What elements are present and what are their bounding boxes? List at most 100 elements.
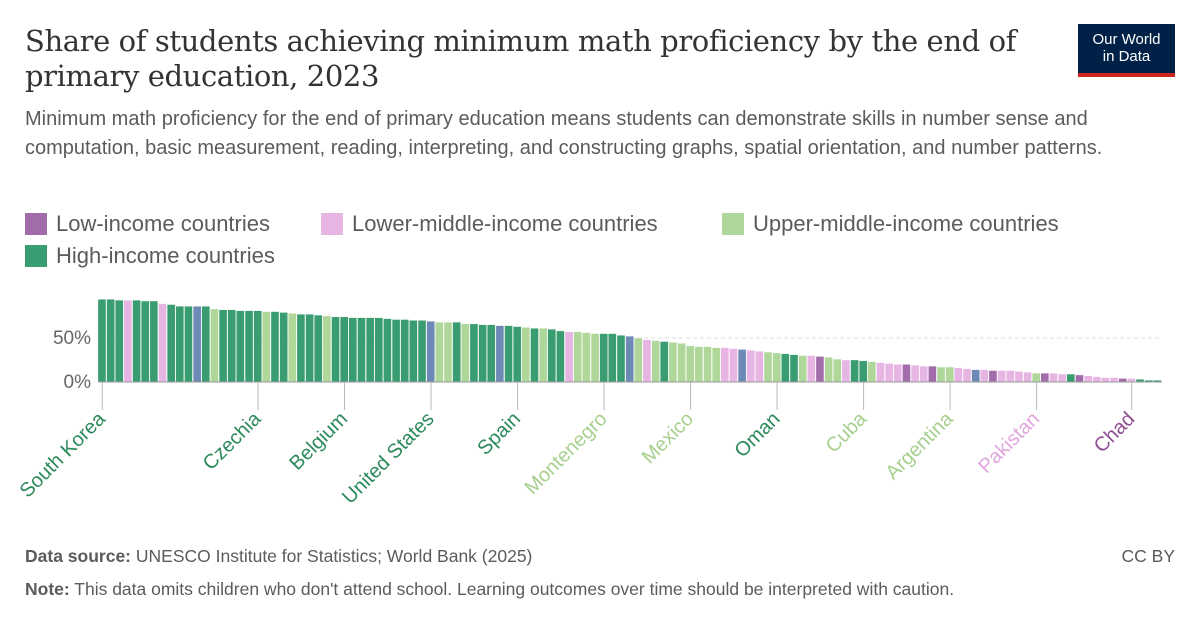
bar bbox=[910, 365, 920, 383]
bar bbox=[452, 322, 461, 383]
bar bbox=[885, 363, 894, 383]
bar bbox=[1092, 376, 1101, 383]
x-tick-label: Belgium bbox=[285, 408, 352, 475]
legend-label-high-income: High-income countries bbox=[56, 243, 275, 268]
x-tick-label: Czechia bbox=[199, 407, 266, 474]
bar bbox=[988, 370, 998, 383]
bar bbox=[625, 336, 634, 383]
bar bbox=[322, 315, 332, 383]
bar bbox=[945, 366, 954, 383]
bar bbox=[495, 325, 505, 383]
bar bbox=[236, 310, 245, 383]
bar bbox=[798, 355, 807, 383]
bar bbox=[296, 314, 306, 383]
bar bbox=[608, 333, 617, 383]
bar bbox=[175, 306, 184, 383]
bar bbox=[1101, 377, 1110, 383]
legend-item-lower-middle-income[interactable]: Lower-middle-income countries bbox=[321, 211, 658, 237]
legend-item-upper-middle-income[interactable]: Upper-middle-income countries bbox=[722, 211, 1059, 237]
bar bbox=[582, 332, 591, 383]
bar bbox=[919, 366, 928, 383]
bar bbox=[971, 369, 980, 383]
bar bbox=[391, 319, 401, 383]
bar bbox=[590, 333, 600, 383]
bar bbox=[383, 318, 392, 383]
bar bbox=[184, 306, 193, 383]
bar bbox=[763, 351, 773, 383]
bar bbox=[824, 357, 833, 383]
bar bbox=[149, 300, 158, 383]
bar bbox=[712, 347, 721, 383]
license-link[interactable]: CC BY bbox=[1121, 546, 1175, 566]
legend-swatch-upper-middle-income bbox=[722, 213, 744, 235]
bar bbox=[409, 320, 418, 383]
bar bbox=[374, 317, 383, 383]
bar bbox=[737, 349, 747, 383]
bar bbox=[850, 359, 859, 383]
legend-swatch-lower-middle-income bbox=[321, 213, 343, 235]
bar bbox=[270, 311, 280, 383]
bar bbox=[660, 341, 669, 383]
bar bbox=[781, 353, 790, 383]
bar bbox=[997, 370, 1006, 383]
x-tick-label: Cuba bbox=[822, 407, 872, 457]
bar bbox=[521, 327, 530, 383]
bar bbox=[141, 300, 150, 383]
bar bbox=[305, 314, 314, 383]
data-source-label: Data source: bbox=[25, 546, 132, 566]
bar bbox=[469, 323, 479, 383]
bar bbox=[634, 337, 643, 383]
bar bbox=[1040, 373, 1049, 383]
bar bbox=[573, 331, 582, 383]
y-tick-label: 0% bbox=[64, 372, 92, 393]
owid-logo[interactable]: Our World in Data bbox=[1078, 24, 1175, 77]
note-label: Note: bbox=[25, 579, 70, 599]
bar bbox=[1058, 373, 1067, 383]
bar bbox=[755, 351, 764, 383]
bar bbox=[132, 300, 141, 383]
data-source-text: UNESCO Institute for Statistics; World B… bbox=[135, 546, 533, 566]
logo-line-1: Our World bbox=[1092, 31, 1161, 48]
bar bbox=[677, 343, 686, 383]
bar bbox=[746, 350, 755, 383]
logo-line-2: in Data bbox=[1102, 48, 1151, 65]
bar bbox=[357, 317, 366, 383]
bar bbox=[954, 367, 963, 383]
bar bbox=[599, 333, 608, 383]
bar bbox=[115, 300, 124, 383]
bar bbox=[167, 304, 176, 383]
bar bbox=[530, 328, 539, 383]
x-tick-label: Mexico bbox=[638, 408, 698, 468]
bar bbox=[772, 352, 781, 383]
x-tick-label: Oman bbox=[731, 408, 785, 462]
bar bbox=[1127, 378, 1136, 383]
bar bbox=[833, 358, 842, 383]
bar bbox=[703, 346, 712, 383]
bar bbox=[668, 342, 678, 383]
bar bbox=[1014, 371, 1024, 383]
bar bbox=[1084, 375, 1093, 383]
bar bbox=[210, 308, 219, 383]
bar bbox=[859, 360, 868, 383]
bar bbox=[426, 321, 435, 383]
bar bbox=[227, 309, 236, 383]
bar bbox=[841, 359, 851, 383]
legend-item-high-income[interactable]: High-income countries bbox=[25, 243, 275, 269]
bar bbox=[616, 335, 626, 383]
legend-label-low-income: Low-income countries bbox=[56, 211, 270, 236]
legend-item-low-income[interactable]: Low-income countries bbox=[25, 211, 270, 237]
bar bbox=[789, 354, 799, 383]
x-tick-label: Chad bbox=[1090, 408, 1139, 457]
chart-subtitle: Minimum math proficiency for the end of … bbox=[25, 108, 1103, 159]
bar bbox=[1032, 373, 1041, 383]
bar bbox=[651, 340, 660, 383]
bar bbox=[348, 317, 357, 383]
bar bbox=[366, 317, 375, 383]
bar bbox=[443, 322, 453, 383]
bar bbox=[158, 303, 167, 383]
legend-label-lower-middle-income: Lower-middle-income countries bbox=[352, 211, 658, 236]
bar bbox=[288, 313, 297, 383]
legend-swatch-high-income bbox=[25, 245, 47, 267]
bar bbox=[807, 355, 816, 383]
bar bbox=[218, 309, 228, 383]
